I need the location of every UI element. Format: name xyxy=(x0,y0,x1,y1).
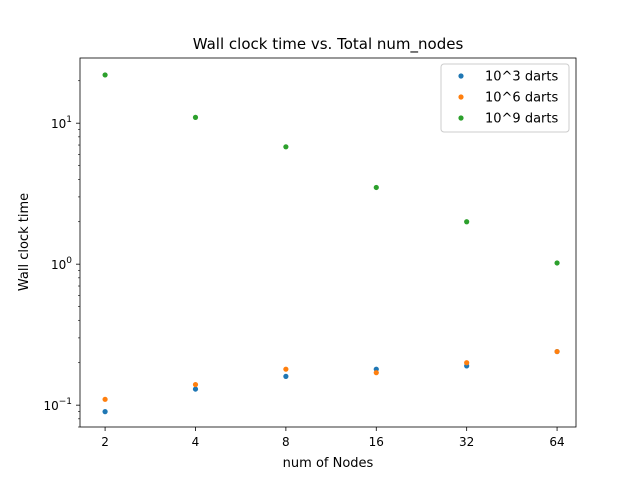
legend-marker xyxy=(458,73,464,79)
data-point xyxy=(283,373,289,379)
y-axis-label: Wall clock time xyxy=(17,193,32,291)
x-axis-label: num of Nodes xyxy=(283,456,374,471)
legend-label: 10^9 darts xyxy=(485,112,558,127)
axis-ticks: 2 4 8 16 32 64 10−1 100 101 xyxy=(43,80,565,449)
legend-marker xyxy=(458,115,464,121)
legend-label: 10^6 darts xyxy=(485,91,558,106)
data-point xyxy=(192,114,199,120)
x-tick-label: 2 xyxy=(101,435,109,449)
data-point xyxy=(102,409,108,415)
data-point xyxy=(283,366,289,372)
data-point xyxy=(554,348,560,355)
data-point xyxy=(192,386,199,392)
y-tick-label: 10−1 xyxy=(43,397,72,413)
data-point xyxy=(464,219,470,225)
x-tick-label: 32 xyxy=(459,435,474,449)
legend-marker xyxy=(458,94,464,100)
data-point xyxy=(192,381,199,388)
data-point xyxy=(373,184,379,191)
x-tick-label: 16 xyxy=(369,435,384,449)
series-group xyxy=(102,72,560,266)
series-group xyxy=(102,348,560,402)
data-point xyxy=(102,72,108,78)
data-point xyxy=(464,360,470,366)
chart-title: Wall clock time vs. Total num_nodes xyxy=(193,35,464,54)
legend-box xyxy=(440,63,570,133)
x-tick-label: 64 xyxy=(549,435,564,449)
x-tick-label: 8 xyxy=(282,435,290,449)
data-point xyxy=(554,260,560,266)
legend: 10^3 darts 10^6 darts 10^9 darts xyxy=(440,63,570,133)
y-tick-label: 100 xyxy=(51,256,72,272)
data-point xyxy=(102,396,108,402)
x-tick-label: 4 xyxy=(192,435,200,449)
legend-label: 10^3 darts xyxy=(485,70,558,85)
y-tick-label: 101 xyxy=(51,115,72,131)
data-point xyxy=(283,144,289,150)
plot-area-frame xyxy=(79,57,577,428)
plot-marks xyxy=(102,72,560,415)
data-point xyxy=(373,370,379,376)
